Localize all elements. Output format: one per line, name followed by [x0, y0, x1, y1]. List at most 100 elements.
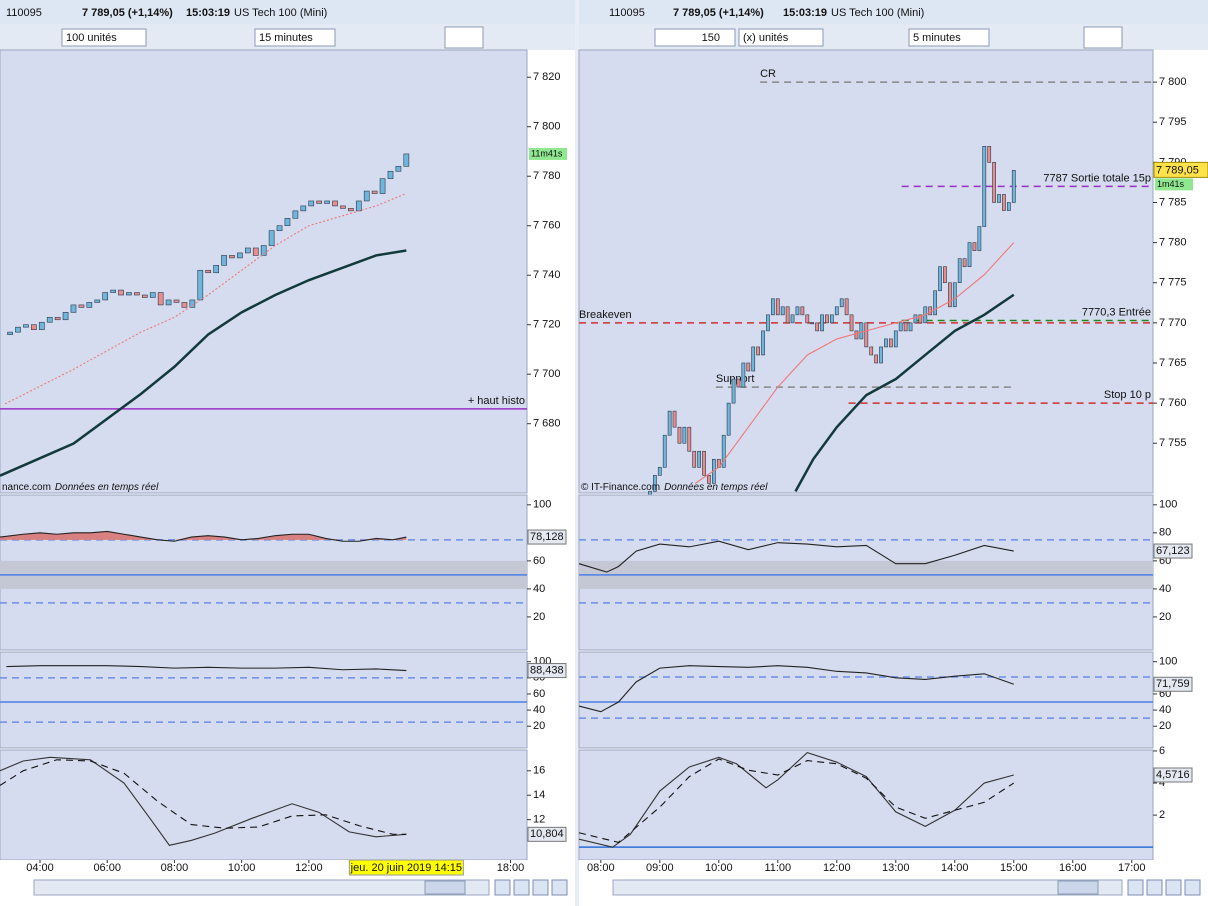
quantity-select[interactable]	[738, 28, 824, 47]
current-value-box	[1153, 676, 1193, 692]
candle	[893, 330, 898, 348]
candle	[300, 205, 307, 212]
pane-background	[0, 651, 528, 749]
candle	[692, 450, 697, 468]
zoom-button[interactable]	[532, 879, 549, 896]
x-tick-label: 16:00	[1059, 862, 1087, 874]
scroll-thumb[interactable]	[424, 880, 466, 895]
interval-label: 15 minutes	[259, 32, 313, 44]
x-tick-label: 08:00	[587, 862, 615, 874]
candle	[252, 247, 259, 256]
pane-background	[578, 49, 1154, 494]
scrollbar[interactable]	[33, 879, 490, 896]
scrollbar[interactable]	[612, 879, 1123, 896]
interval-select[interactable]	[254, 28, 336, 47]
candle	[726, 402, 731, 436]
indicator-line	[0, 530, 407, 542]
level-label: Breakeven	[579, 309, 632, 321]
instrument: US Tech 100 (Mini)	[831, 7, 924, 19]
quantity-input[interactable]	[654, 28, 736, 47]
title-bar	[579, 0, 1208, 24]
source: © IT-Finance.com	[581, 482, 660, 493]
candle	[15, 326, 21, 333]
zoom-button[interactable]	[1165, 879, 1182, 896]
y-tick-label: 7 800	[533, 121, 561, 133]
candle	[697, 450, 702, 468]
y-tick-label: 7 760	[1159, 397, 1187, 409]
candle	[31, 324, 37, 330]
candle	[938, 266, 942, 292]
candle	[977, 226, 982, 251]
candle	[78, 304, 85, 308]
zoom-button[interactable]	[513, 879, 530, 896]
candle	[141, 294, 148, 298]
candle	[237, 252, 243, 259]
candle	[682, 426, 687, 444]
current-value: 4,5716	[1156, 769, 1190, 781]
quantity-select[interactable]	[61, 28, 147, 47]
zoom-button[interactable]	[551, 879, 568, 896]
y-tick-label: 4	[1159, 777, 1165, 789]
x-tick-label: 06:00	[93, 862, 121, 874]
candle	[363, 190, 370, 202]
candle	[173, 299, 180, 303]
x-tick-label: 17:00	[1118, 862, 1146, 874]
y-tick-label: 20	[1159, 611, 1171, 623]
indicator-line	[794, 293, 1015, 492]
candle	[849, 314, 854, 332]
candle	[653, 475, 657, 492]
candle	[741, 362, 746, 388]
last-price-box	[1153, 161, 1208, 178]
y-tick-label: 7 680	[533, 418, 561, 430]
candle	[834, 306, 839, 316]
zoom-button[interactable]	[1184, 879, 1201, 896]
timer-box	[1155, 178, 1193, 191]
indicator-line	[578, 540, 1014, 573]
zoom-button[interactable]	[494, 879, 511, 896]
level-label: + haut histo	[468, 395, 525, 407]
candle	[213, 265, 219, 274]
candle	[825, 314, 829, 324]
quantity-label: (x) unités	[743, 32, 789, 44]
candle	[903, 322, 908, 332]
candle	[403, 153, 410, 167]
scroll-thumb[interactable]	[1057, 880, 1099, 895]
candle	[687, 426, 692, 452]
candle	[221, 255, 227, 266]
zoom-button[interactable]	[1146, 879, 1163, 896]
y-tick-label: 7 785	[1159, 196, 1187, 208]
y-tick-label: 6	[1159, 745, 1165, 757]
candle	[864, 322, 869, 348]
y-tick-label: 12	[533, 814, 545, 826]
chart-type-button[interactable]	[444, 26, 484, 49]
interval-label: 5 minutes	[913, 32, 961, 44]
candle	[205, 269, 212, 274]
candle	[771, 298, 775, 316]
candle	[751, 346, 756, 372]
y-tick-label: 40	[1159, 583, 1171, 595]
indicator-line	[694, 242, 1015, 484]
x-tick-label: 14:00	[941, 862, 969, 874]
account: 110095	[6, 7, 42, 19]
y-tick-label: 7 740	[533, 269, 561, 281]
candle	[102, 292, 109, 301]
candle	[967, 242, 972, 267]
interval-select[interactable]	[908, 28, 990, 47]
candle	[952, 282, 957, 308]
candle	[395, 166, 402, 172]
candle	[815, 322, 819, 332]
current-value: 88,438	[530, 664, 564, 676]
y-tick-label: 20	[533, 611, 545, 623]
y-tick-label: 100	[1159, 656, 1177, 668]
source-note: nance.com Données en temps réel	[2, 482, 159, 493]
y-tick-label: 60	[533, 555, 545, 567]
candle	[677, 426, 682, 444]
candle	[721, 434, 726, 468]
date-label-box	[348, 859, 464, 876]
candle	[387, 170, 394, 179]
zoom-button[interactable]	[1127, 879, 1144, 896]
x-tick-label: 04:00	[26, 862, 54, 874]
line-fill	[0, 531, 407, 540]
chart-type-button[interactable]	[1083, 26, 1123, 49]
candle	[943, 266, 947, 284]
